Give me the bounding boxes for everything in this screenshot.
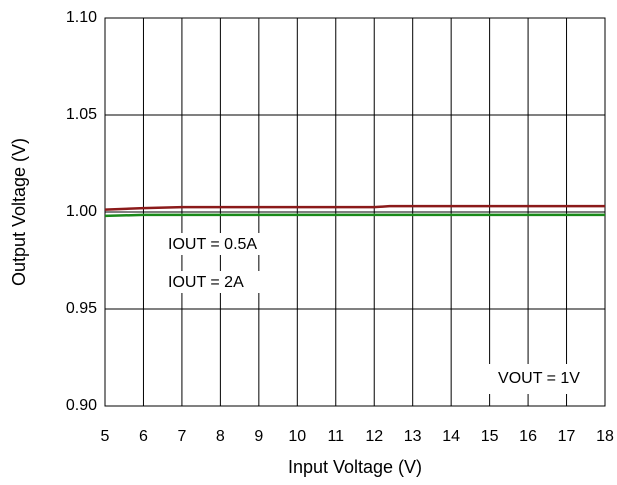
y-axis-label: Output Voltage (V) — [9, 138, 29, 286]
x-tick-label: 17 — [558, 428, 576, 445]
y-tick-label: 0.95 — [66, 300, 97, 317]
line-series — [104, 213, 605, 218]
x-axis-label: Input Voltage (V) — [288, 457, 422, 477]
plot-frame — [104, 17, 606, 407]
y-tick-label: 1.00 — [66, 203, 97, 220]
x-tick-label: 18 — [596, 428, 614, 445]
x-tick-label: 7 — [177, 428, 186, 445]
x-tick-label: 8 — [216, 428, 225, 445]
x-tick-label: 11 — [327, 428, 344, 445]
annotation: VOUT = 1V — [498, 370, 580, 387]
legend-label: IOUT = 0.5A — [168, 236, 257, 253]
x-tick-label: 15 — [481, 428, 499, 445]
y-tick-label: 1.10 — [66, 9, 97, 26]
x-tick-label: 13 — [404, 428, 422, 445]
x-tick-label: 6 — [139, 428, 148, 445]
y-tick-label: 0.90 — [66, 397, 97, 414]
annotation-bg — [484, 364, 594, 394]
x-tick-label: 16 — [519, 428, 537, 445]
x-tick-label: 10 — [288, 428, 306, 445]
x-tick-label: 9 — [254, 428, 263, 445]
x-tick-label: 5 — [101, 428, 110, 445]
legend-bg — [165, 271, 267, 293]
x-tick-label: 12 — [365, 428, 383, 445]
legend-bg — [165, 233, 267, 255]
legend-label: IOUT = 2A — [168, 274, 244, 291]
x-tick-label: 14 — [442, 428, 460, 445]
y-tick-label: 1.05 — [66, 106, 97, 123]
line-series — [104, 204, 605, 211]
